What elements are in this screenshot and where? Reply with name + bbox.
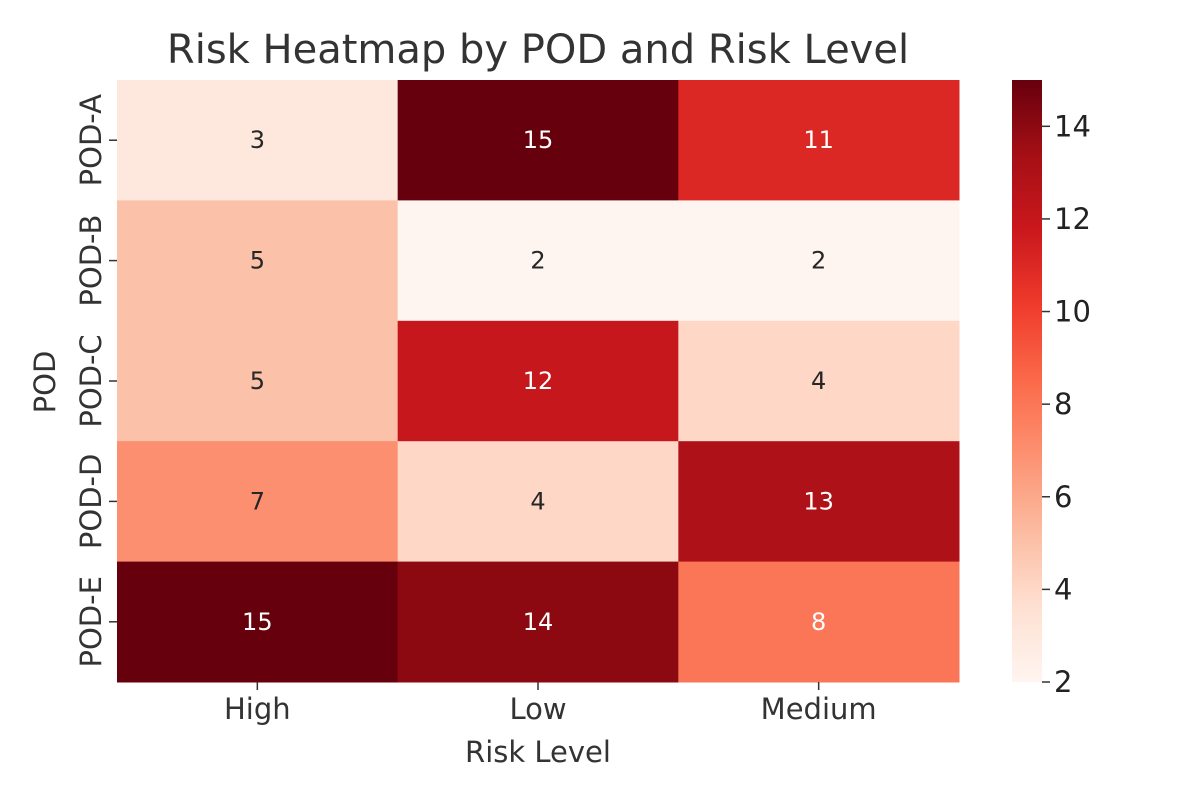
heatmap-cell xyxy=(678,320,960,442)
heatmap-cell xyxy=(117,200,399,322)
y-axis-tick-label: POD-B xyxy=(74,215,108,307)
heatmap-cell xyxy=(117,561,399,683)
x-axis-tick-label: High xyxy=(224,692,291,726)
y-axis-tick-label: POD-C xyxy=(74,334,108,427)
colorbar-tick-label: 2 xyxy=(1054,665,1072,699)
colorbar-tick-label: 4 xyxy=(1054,572,1072,606)
heatmap-cell-value: 13 xyxy=(803,487,834,515)
heatmap-cell xyxy=(397,200,679,322)
heatmap-cell xyxy=(678,441,960,563)
heatmap-cell-value: 2 xyxy=(530,247,545,275)
chart-title: Risk Heatmap by POD and Risk Level xyxy=(167,27,909,73)
heatmap-cell-value: 14 xyxy=(523,608,554,636)
heatmap-cell-value: 12 xyxy=(523,367,554,395)
heatmap-cell xyxy=(117,80,399,201)
colorbar-tick-label: 6 xyxy=(1054,480,1072,514)
y-axis-tick-label: POD-A xyxy=(74,94,108,186)
heatmap-cell-value: 8 xyxy=(811,608,826,636)
x-axis-tick-label: Medium xyxy=(761,692,877,726)
y-axis-label: POD xyxy=(28,351,62,414)
y-axis-ticks: POD-A POD-B POD-C POD-D POD-E xyxy=(74,94,117,668)
heatmap-cell-value: 4 xyxy=(811,367,826,395)
heatmap-cell-value: 3 xyxy=(250,126,265,154)
y-axis-tick-label: POD-E xyxy=(74,576,108,667)
heatmap-cell xyxy=(397,441,679,563)
heatmap-cell xyxy=(397,561,679,683)
colorbar xyxy=(1012,80,1042,682)
heatmap-cell xyxy=(678,561,960,683)
heatmap-cell-value: 5 xyxy=(250,367,265,395)
heatmap-cell-labels: 3 15 11 5 2 2 5 12 4 7 4 13 15 14 8 xyxy=(242,126,834,636)
heatmap-cell-value: 2 xyxy=(811,247,826,275)
x-axis-ticks: High Low Medium xyxy=(224,682,877,726)
heatmap-cell-value: 15 xyxy=(242,608,273,636)
heatmap-cell xyxy=(117,320,399,442)
heatmap-cell-value: 4 xyxy=(530,487,545,515)
heatmap-cell xyxy=(117,441,399,563)
heatmap-cell xyxy=(397,320,679,442)
heatmap-cells xyxy=(117,80,960,683)
heatmap-cell-value: 11 xyxy=(803,126,834,154)
heatmap-cell-value: 7 xyxy=(250,487,265,515)
colorbar-tick-label: 8 xyxy=(1054,387,1072,421)
y-axis-tick-label: POD-D xyxy=(74,454,108,549)
colorbar-tick-label: 10 xyxy=(1054,295,1091,329)
heatmap-cell-value: 15 xyxy=(523,126,554,154)
colorbar-tick-label: 12 xyxy=(1054,202,1091,236)
colorbar-ticks: 2 4 6 8 10 12 14 xyxy=(1042,109,1091,699)
heatmap-cell xyxy=(678,80,960,201)
heatmap-cell xyxy=(678,200,960,322)
heatmap-cell-value: 5 xyxy=(250,247,265,275)
colorbar-tick-label: 14 xyxy=(1054,109,1091,143)
heatmap-cell xyxy=(397,80,679,201)
x-axis-label: Risk Level xyxy=(465,735,611,769)
x-axis-tick-label: Low xyxy=(509,692,566,726)
